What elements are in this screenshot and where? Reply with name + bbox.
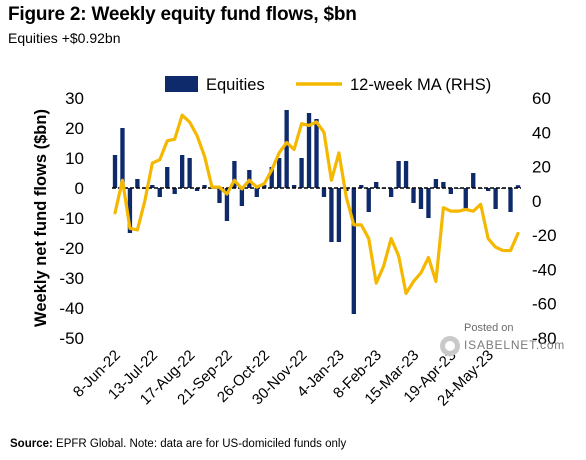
equities-bar — [306, 113, 312, 188]
left-axis-tick-label: 0 — [75, 179, 84, 198]
right-axis-tick-label: 0 — [532, 192, 541, 211]
equities-bar — [314, 119, 319, 188]
legend-ma-label: 12-week MA (RHS) — [350, 76, 491, 94]
equities-bar — [120, 128, 125, 188]
equities-bar — [336, 188, 342, 242]
equities-bar — [299, 158, 304, 188]
equities-bar — [150, 185, 155, 188]
chart-subtitle: Equities +$0.92bn — [8, 30, 121, 46]
left-axis-tick-label: 10 — [65, 149, 84, 168]
equities-bar — [112, 155, 118, 188]
right-axis-tick-label: -40 — [532, 260, 557, 279]
equities-bar — [403, 161, 409, 188]
equities-bar — [366, 188, 371, 212]
left-axis-tick-label: -30 — [59, 269, 84, 288]
equities-bar — [351, 188, 356, 314]
equities-bar — [127, 188, 133, 233]
left-axis-tick-label: -20 — [59, 239, 84, 258]
equities-bar — [388, 188, 394, 197]
equities-bar — [262, 185, 267, 188]
equities-bar — [441, 182, 446, 188]
equities-bar — [254, 188, 259, 197]
legend-equities-swatch — [165, 76, 198, 92]
equities-bar — [321, 188, 327, 197]
equities-bar — [194, 188, 200, 191]
equities-bar — [202, 185, 207, 188]
equities-bar — [508, 188, 513, 212]
equities-bar — [269, 167, 274, 188]
equities-bar — [180, 155, 185, 188]
equities-bar — [433, 179, 439, 188]
right-axis-tick-label: -20 — [532, 226, 557, 245]
equities-bar — [426, 188, 431, 218]
watermark: Posted on ISABELNET.com — [440, 322, 580, 362]
equities-bar — [157, 188, 162, 197]
right-axis-tick-label: -60 — [532, 295, 557, 314]
right-axis-tick-label: 60 — [532, 89, 551, 108]
equities-bar — [329, 188, 334, 242]
equities-bar — [463, 188, 468, 209]
equities-bar — [359, 185, 364, 188]
equities-bar — [374, 182, 379, 188]
equities-bar — [224, 188, 230, 221]
equities-bar — [165, 167, 170, 188]
watermark-site-text: ISABELNET.com — [464, 338, 566, 352]
equities-bar — [485, 188, 491, 191]
equities-bar — [135, 179, 140, 188]
chart-title: Figure 2: Weekly equity fund flows, $bn — [8, 4, 357, 25]
y-axis-label: Weekly net fund flows ($bn) — [32, 109, 50, 327]
fund-flows-chart: 30 20 10 0 -10 -20 -30 -40 -50 60 40 20 0 -20 -40 -60 -8… — [32, 76, 557, 410]
equities-bar — [172, 188, 177, 194]
watermark-posted-text: Posted on — [464, 322, 514, 334]
equities-bar — [232, 161, 237, 188]
equities-bar — [411, 188, 416, 203]
right-axis-tick-label: 20 — [532, 158, 551, 177]
equities-bar — [396, 161, 401, 188]
left-axis-tick-label: -10 — [59, 209, 84, 228]
source-text: EPFR Global. Note: data are for US-domic… — [56, 438, 347, 450]
watermark-logo-icon — [440, 336, 460, 356]
source-label: Source: — [10, 438, 53, 450]
left-axis-tick-label: -40 — [59, 299, 84, 318]
equities-bar — [187, 158, 192, 188]
equities-bar — [284, 110, 289, 188]
equities-bar — [418, 188, 424, 209]
equities-bar — [471, 173, 476, 188]
equities-bar — [515, 185, 521, 188]
right-axis-tick-label: -80 — [532, 329, 557, 348]
equities-bar — [239, 188, 245, 206]
equities-bar — [448, 188, 453, 194]
ma-series-line — [113, 113, 520, 296]
legend-equities-label: Equities — [206, 76, 265, 94]
equities-bar — [291, 185, 297, 188]
source-note: Source: EPFR Global. Note: data are for … — [10, 438, 346, 450]
equities-bar — [277, 158, 282, 188]
equities-bar — [493, 188, 498, 209]
left-axis-tick-label: 20 — [65, 119, 84, 138]
left-axis-tick-label: -50 — [59, 329, 84, 348]
equities-bar — [456, 188, 461, 189]
right-axis-tick-label: 40 — [532, 123, 551, 142]
equities-bar — [217, 188, 222, 203]
left-axis-tick-label: 30 — [65, 89, 84, 108]
